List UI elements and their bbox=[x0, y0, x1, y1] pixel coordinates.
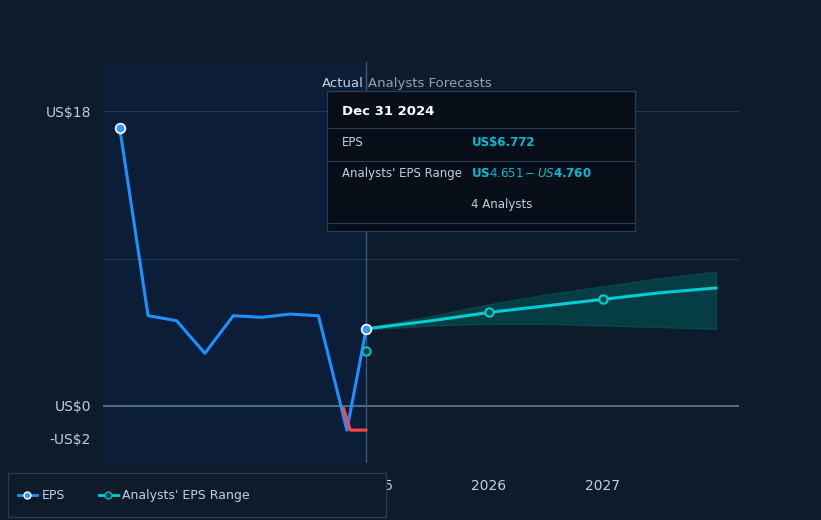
Text: Actual: Actual bbox=[322, 77, 364, 90]
Bar bbox=[103, 62, 366, 463]
Text: US$6.772: US$6.772 bbox=[471, 136, 535, 149]
Text: EPS: EPS bbox=[342, 136, 364, 149]
Text: US$4.651 - US$4.760: US$4.651 - US$4.760 bbox=[471, 167, 592, 180]
Text: 4 Analysts: 4 Analysts bbox=[471, 198, 533, 211]
Text: Analysts' EPS Range: Analysts' EPS Range bbox=[122, 489, 249, 502]
Text: Dec 31 2024: Dec 31 2024 bbox=[342, 105, 434, 118]
Text: Analysts' EPS Range: Analysts' EPS Range bbox=[342, 167, 462, 180]
Text: Analysts Forecasts: Analysts Forecasts bbox=[369, 77, 493, 90]
Text: EPS: EPS bbox=[42, 489, 66, 502]
